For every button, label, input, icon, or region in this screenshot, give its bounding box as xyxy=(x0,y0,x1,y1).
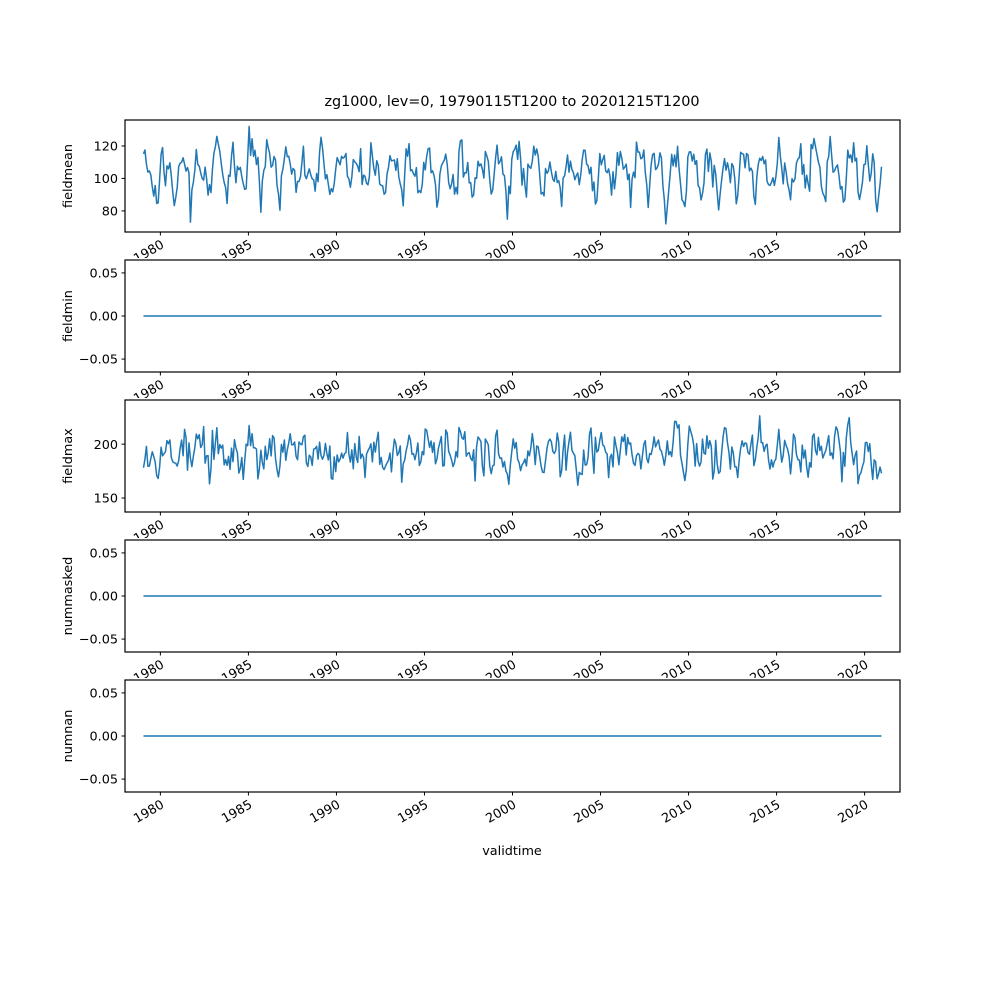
y-tick-label: 150 xyxy=(94,492,118,507)
data-line-fieldmax xyxy=(142,415,883,486)
y-tick-label: 200 xyxy=(94,438,118,453)
subplot-numnan: −0.05 0.00 0.05 1980 1985 1990 1995 2000 2005 201… xyxy=(0,678,1000,827)
x-tick-label: 1985 xyxy=(219,797,255,826)
data-line-fieldmean xyxy=(142,125,883,225)
x-tick-label: 1990 xyxy=(307,797,343,826)
x-tick-label: 2010 xyxy=(659,797,695,826)
y-tick-label: 0.00 xyxy=(90,310,119,325)
x-tick-label: 2005 xyxy=(571,797,607,826)
x-axis-label: validtime xyxy=(482,844,542,859)
x-tick-label: 2000 xyxy=(483,797,519,826)
y-tick-label: 0.05 xyxy=(90,267,119,282)
axes-frame-fieldmean xyxy=(124,119,901,233)
y-tick-label: 0.00 xyxy=(90,730,119,745)
figure-title-top: zg1000, lev=0, 19790115T1200 to 20201215… xyxy=(324,94,699,110)
x-tick-label: 1995 xyxy=(395,797,431,826)
axes-frame-numnan xyxy=(124,679,901,793)
x-tick-label: 2020 xyxy=(836,797,872,826)
y-tick-label: −0.05 xyxy=(79,773,118,788)
y-axis-label-fieldmin: fieldmin xyxy=(61,290,76,342)
axes-frame-nummasked xyxy=(124,539,901,653)
y-tick-label: 0.05 xyxy=(90,547,119,562)
y-axis-label-fieldmax: fieldmax xyxy=(61,428,76,484)
y-tick-label: 120 xyxy=(94,140,118,155)
axes-frame-fieldmax xyxy=(124,399,901,513)
y-tick-label: 0.00 xyxy=(90,590,119,605)
y-tick-label: 0.05 xyxy=(90,687,119,702)
y-axis-label-fieldmean: fieldmean xyxy=(61,144,76,208)
y-tick-label: −0.05 xyxy=(79,633,118,648)
y-axis-label-nummasked: nummasked xyxy=(61,557,76,636)
top-margin-mask xyxy=(0,0,1000,118)
y-tick-label: 80 xyxy=(102,204,118,219)
y-tick-label: −0.05 xyxy=(79,353,118,368)
axes-frame-fieldmin xyxy=(124,259,901,373)
x-tick-label: 1980 xyxy=(131,797,167,826)
y-tick-label: 100 xyxy=(94,172,118,187)
subplot-background-fieldmean xyxy=(0,118,1000,234)
y-axis-label-numnan: numnan xyxy=(61,710,76,763)
x-tick-label: 2015 xyxy=(747,797,783,826)
